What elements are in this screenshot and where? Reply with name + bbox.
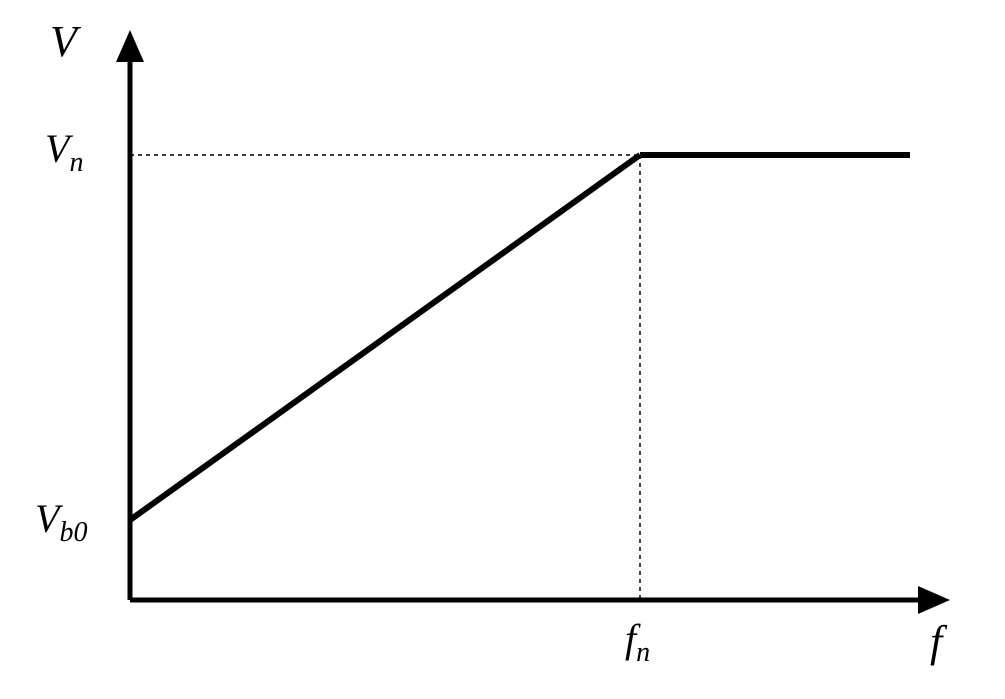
rising-segment — [130, 155, 640, 520]
fn-sub: n — [636, 637, 650, 668]
vn-label: Vn — [45, 125, 83, 179]
vf-chart: V f Vn Vb0 fn — [0, 0, 1005, 694]
chart-svg — [0, 0, 1005, 694]
y-axis-arrow — [116, 30, 144, 62]
vb0-label: Vb0 — [35, 495, 87, 549]
vb0-sub: b0 — [59, 517, 87, 548]
x-label-text: f — [930, 617, 942, 666]
y-label-text: V — [50, 17, 77, 66]
vb0-main: V — [35, 496, 59, 541]
x-axis-label: f — [930, 616, 942, 667]
vn-sub: n — [69, 147, 83, 178]
y-axis-label: V — [50, 16, 77, 67]
fn-main: f — [625, 616, 636, 661]
vn-main: V — [45, 126, 69, 171]
x-axis-arrow — [918, 586, 950, 614]
fn-label: fn — [625, 615, 650, 669]
